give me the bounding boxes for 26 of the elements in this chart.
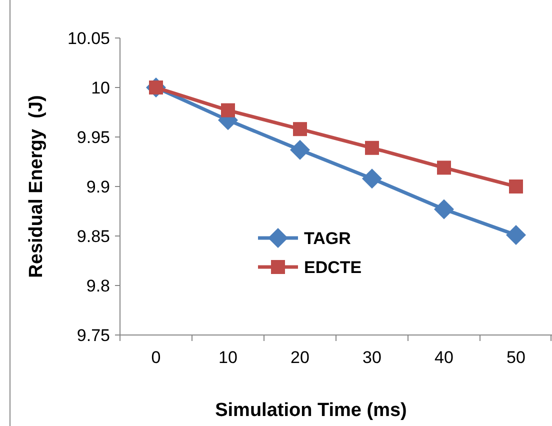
x-tick-label: 30 [362, 348, 382, 367]
y-axis-title: Residual Energy (J) [26, 95, 47, 278]
point [293, 122, 307, 136]
y-tick-label: 9.95 [76, 128, 110, 147]
x-axis-title: Simulation Time (ms) [215, 400, 407, 421]
x-tick-label: 20 [290, 348, 310, 367]
point [362, 168, 382, 189]
y-tick-label: 9.8 [86, 276, 110, 296]
y-tick-label: 10.05 [67, 28, 110, 48]
point [506, 225, 526, 246]
y-tick-label: 10 [91, 78, 110, 98]
y-tick-label: 9.9 [86, 177, 110, 196]
point [290, 140, 310, 160]
y-tick-label: 9.75 [76, 326, 110, 345]
y-tick-label: 9.85 [76, 226, 110, 246]
point [221, 103, 235, 118]
legend-label: TAGR [304, 228, 351, 248]
x-tick-label: 40 [434, 348, 454, 367]
point [365, 140, 379, 155]
point [434, 199, 454, 220]
x-tick-label: 10 [218, 348, 238, 367]
point [509, 180, 523, 194]
x-tick-label: 50 [506, 348, 526, 367]
legend-label: EDCTE [304, 258, 362, 277]
point [437, 160, 451, 175]
x-tick-label: 0 [151, 348, 161, 367]
